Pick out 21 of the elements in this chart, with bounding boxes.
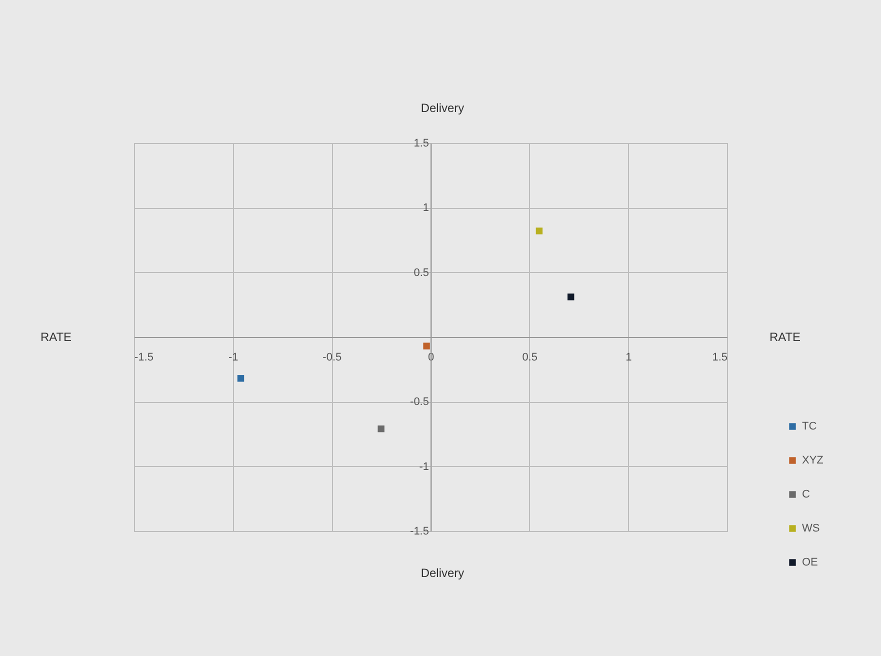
y-axis-title: Delivery (420, 101, 464, 115)
legend-label: OE (802, 556, 818, 568)
y-tick-label: -1 (419, 460, 429, 473)
x-tick-label: -1.5 (134, 352, 154, 364)
text: RATE (40, 330, 72, 344)
y-tick-label: 1 (422, 202, 429, 214)
x-tick-label: 1.5 (712, 352, 728, 364)
legend-label: XYZ (802, 454, 824, 466)
x-tick-label: -1 (228, 352, 238, 364)
legend-label: TC (802, 420, 817, 432)
x-tick-label: -0.5 (322, 352, 342, 364)
text: RATE (769, 330, 801, 344)
legend-label: WS (802, 522, 820, 534)
legend-label: C (802, 488, 810, 500)
x-tick-label: 1 (626, 352, 632, 364)
x-tick-label: 0.5 (522, 352, 538, 364)
y-tick-label: 0.5 (414, 266, 429, 279)
text: Delivery (420, 566, 464, 580)
y-tick-label: -1.5 (410, 526, 429, 538)
y-tick-label: -0.5 (410, 396, 429, 408)
y-tick-label: 1.5 (414, 138, 429, 150)
